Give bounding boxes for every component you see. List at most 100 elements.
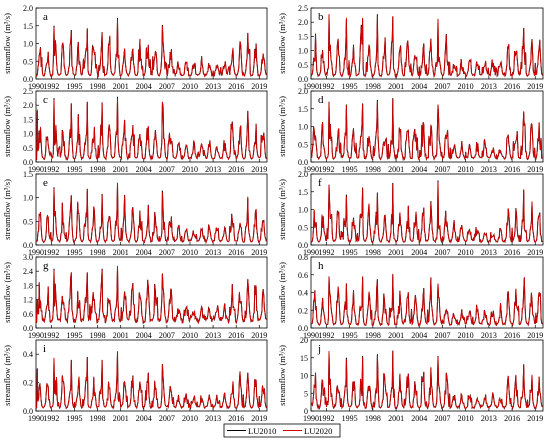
x-tick-label: 1992 bbox=[43, 165, 59, 174]
x-tick-label: 1990 bbox=[28, 82, 44, 91]
panel-label: g bbox=[43, 260, 49, 272]
y-tick-label: 1.0 bbox=[23, 194, 33, 203]
x-tick-label: 1995 bbox=[67, 248, 83, 257]
series-line-lu2020 bbox=[36, 19, 267, 78]
x-tick-label: 2010 bbox=[182, 82, 198, 91]
x-tick-label: 1992 bbox=[318, 82, 334, 91]
plot-frame bbox=[310, 7, 544, 80]
panel-label: f bbox=[318, 177, 322, 189]
series-line-lu2020 bbox=[311, 99, 543, 161]
x-tick-label: 1998 bbox=[365, 165, 381, 174]
x-tick-label: 2016 bbox=[228, 414, 244, 423]
y-tick-label: 3.0 bbox=[23, 253, 33, 262]
panel-label: h bbox=[318, 260, 324, 272]
y-tick-label: 0 bbox=[304, 407, 308, 416]
x-tick-label: 2001 bbox=[388, 82, 404, 91]
x-tick-label: 2019 bbox=[251, 248, 267, 257]
y-tick-label: 1.0 bbox=[298, 47, 308, 56]
x-tick-label: 1998 bbox=[365, 414, 381, 423]
x-tick-label: 2010 bbox=[458, 414, 474, 423]
x-tick-label: 2007 bbox=[159, 331, 175, 340]
x-tick-label: 1998 bbox=[90, 165, 106, 174]
y-tick-label: 2.0 bbox=[298, 87, 308, 96]
x-tick-label: 2013 bbox=[481, 165, 497, 174]
y-tick-label: 1.0 bbox=[298, 206, 308, 215]
x-tick-label: 1990 bbox=[28, 248, 44, 257]
x-tick-label: 1995 bbox=[67, 414, 83, 423]
x-tick-label: 1995 bbox=[67, 82, 83, 91]
panel-label: j bbox=[317, 343, 321, 355]
y-tick-label: 0.0 bbox=[298, 324, 308, 333]
x-tick-label: 2013 bbox=[481, 248, 497, 257]
x-tick-label: 2013 bbox=[481, 82, 497, 91]
x-tick-label: 2004 bbox=[411, 331, 427, 340]
x-tick-label: 1998 bbox=[90, 82, 106, 91]
x-tick-label: 2001 bbox=[388, 165, 404, 174]
x-tick-label: 2007 bbox=[434, 331, 450, 340]
x-tick-label: 1990 bbox=[303, 248, 319, 257]
x-tick-label: 1992 bbox=[318, 248, 334, 257]
panel-h: 0.0 0.2 0.4 0.6 0.8 1990 1992 1995 1998 2001 2004 2… bbox=[277, 253, 544, 340]
x-tick-label: 2019 bbox=[251, 82, 267, 91]
x-tick-label: 1998 bbox=[365, 248, 381, 257]
plot-frame bbox=[35, 90, 268, 163]
y-tick-label: 1.0 bbox=[298, 123, 308, 132]
panel-label: b bbox=[318, 11, 324, 23]
series-line-lu2020 bbox=[36, 352, 267, 410]
x-tick-label: 2007 bbox=[434, 82, 450, 91]
y-tick-label: 1.5 bbox=[23, 170, 33, 179]
x-tick-label: 1992 bbox=[318, 414, 334, 423]
x-tick-label: 1990 bbox=[28, 414, 44, 423]
panel-label: i bbox=[43, 343, 46, 355]
y-tick-label: 1.0 bbox=[23, 40, 33, 49]
y-tick-label: 0.0 bbox=[298, 241, 308, 250]
x-tick-label: 2013 bbox=[205, 82, 221, 91]
y-tick-label: 0.5 bbox=[23, 144, 33, 153]
y-tick-label: 0.6 bbox=[298, 271, 308, 280]
x-tick-label: 2016 bbox=[504, 331, 520, 340]
x-tick-label: 2004 bbox=[411, 248, 427, 257]
y-tick-label: 1.8 bbox=[23, 281, 33, 290]
x-tick-label: 2004 bbox=[411, 414, 427, 423]
x-tick-label: 2007 bbox=[159, 82, 175, 91]
x-tick-label: 2004 bbox=[411, 82, 427, 91]
x-tick-label: 1995 bbox=[67, 165, 83, 174]
x-tick-label: 2019 bbox=[251, 165, 267, 174]
y-tick-label: 2.0 bbox=[298, 170, 308, 179]
y-axis-label: streamflow (m³/s) bbox=[2, 96, 12, 157]
y-axis-label: streamflow (m³/s) bbox=[277, 262, 287, 323]
x-tick-label: 1995 bbox=[342, 331, 358, 340]
x-tick-label: 2016 bbox=[504, 165, 520, 174]
x-tick-label: 2019 bbox=[251, 414, 267, 423]
x-tick-label: 2019 bbox=[527, 248, 543, 257]
x-tick-label: 1995 bbox=[342, 82, 358, 91]
x-tick-label: 2013 bbox=[481, 331, 497, 340]
x-tick-label: 2004 bbox=[136, 248, 152, 257]
x-tick-label: 1998 bbox=[365, 82, 381, 91]
y-tick-label: 1.5 bbox=[298, 105, 308, 114]
y-tick-label: 0.5 bbox=[23, 57, 33, 66]
series-line-lu2020 bbox=[311, 273, 543, 327]
y-tick-label: 0.2 bbox=[23, 379, 33, 388]
y-tick-label: 0.0 bbox=[23, 241, 33, 250]
series-line-lu2010 bbox=[36, 17, 267, 78]
panel-label: e bbox=[43, 177, 48, 189]
x-tick-label: 1995 bbox=[67, 331, 83, 340]
panel-a: 0.0 0.5 1.0 1.5 2.0 1990 1992 1995 1998 2001 2004 2… bbox=[2, 4, 268, 91]
y-tick-label: 0.5 bbox=[298, 223, 308, 232]
y-tick-label: 2.4 bbox=[23, 267, 33, 276]
y-tick-label: 0.0 bbox=[23, 158, 33, 167]
series-line-lu2020 bbox=[311, 182, 543, 244]
x-tick-label: 2019 bbox=[527, 414, 543, 423]
y-tick-label: 20 bbox=[300, 336, 308, 345]
x-tick-label: 1995 bbox=[342, 414, 358, 423]
y-axis-label: streamflow (m³/s) bbox=[277, 179, 287, 240]
y-tick-label: 0.0 bbox=[23, 324, 33, 333]
x-tick-label: 1998 bbox=[90, 248, 106, 257]
x-tick-label: 2013 bbox=[205, 331, 221, 340]
x-tick-label: 2010 bbox=[458, 165, 474, 174]
x-tick-label: 2007 bbox=[434, 414, 450, 423]
x-tick-label: 2016 bbox=[228, 165, 244, 174]
x-tick-label: 2007 bbox=[159, 414, 175, 423]
